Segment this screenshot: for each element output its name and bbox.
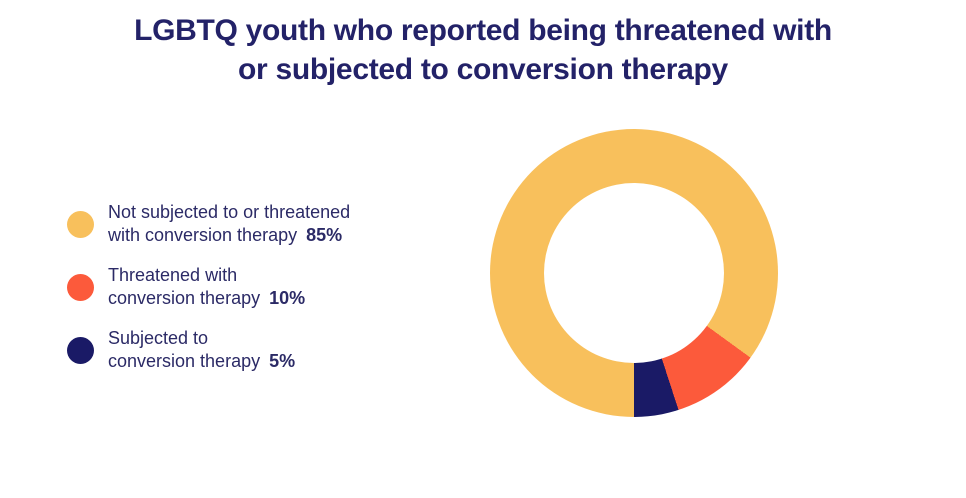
legend-swatch-icon (67, 210, 94, 238)
donut-hole (544, 183, 724, 363)
legend-item-subjected: Subjected to conversion therapy 5% (67, 327, 350, 373)
legend-value: 85% (306, 225, 343, 245)
legend-label-line-1: Not subjected to or threatened (108, 202, 351, 222)
legend-value: 10% (269, 288, 306, 308)
legend-item-threatened: Threatened with conversion therapy 10% (67, 264, 350, 310)
legend-label: Threatened with conversion therapy 10% (108, 264, 305, 310)
legend-swatch-icon (67, 336, 94, 364)
legend-label-line-2: with conversion therapy (108, 225, 298, 245)
legend-item-not-subjected: Not subjected to or threatened with conv… (67, 201, 350, 247)
chart-title-line-1: LGBTQ youth who reported being threatene… (134, 14, 832, 47)
legend-label-line-1: Subjected to (108, 328, 209, 348)
legend-label-line-1: Threatened with (108, 265, 238, 285)
donut-chart (490, 129, 778, 417)
legend: Not subjected to or threatened with conv… (67, 201, 350, 390)
legend-label-line-2: conversion therapy (108, 288, 261, 308)
legend-label-line-2: conversion therapy (108, 351, 261, 371)
legend-swatch-icon (67, 273, 94, 301)
legend-label: Subjected to conversion therapy 5% (108, 327, 295, 373)
chart-title-line-2: or subjected to conversion therapy (238, 53, 728, 86)
legend-value: 5% (269, 351, 296, 371)
legend-label: Not subjected to or threatened with conv… (108, 201, 350, 247)
chart-title: LGBTQ youth who reported being threatene… (0, 11, 966, 89)
